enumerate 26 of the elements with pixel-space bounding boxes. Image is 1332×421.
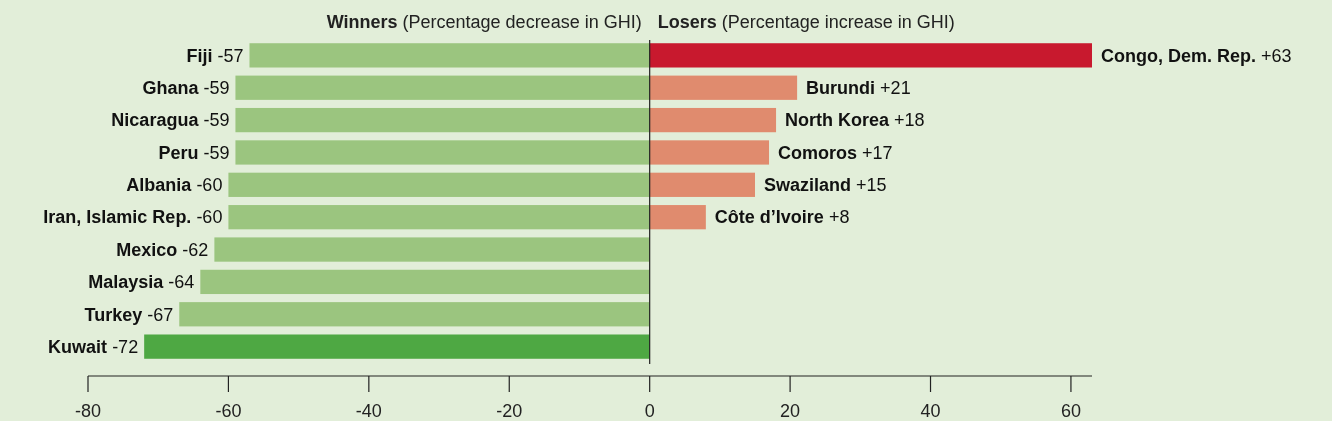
x-tick-label: -80 xyxy=(74,401,102,421)
data-label: Turkey -67 xyxy=(84,304,174,325)
data-label: Swaziland +15 xyxy=(763,175,887,196)
data-label: Iran, Islamic Rep. -60 xyxy=(43,207,223,228)
x-tick-label: 40 xyxy=(920,401,941,421)
series-label: Losers (Percentage increase in GHI) xyxy=(657,12,955,33)
data-label: Côte d’Ivoire +8 xyxy=(714,207,850,228)
data-label: Burundi +21 xyxy=(806,78,911,99)
data-label: Ghana -59 xyxy=(142,78,230,99)
x-tick-label: -20 xyxy=(496,401,523,421)
data-label: Mexico -62 xyxy=(116,239,209,260)
x-tick-label: 0 xyxy=(644,401,655,421)
x-tick-label: -60 xyxy=(215,401,242,421)
x-tick-label: 60 xyxy=(1060,401,1081,421)
data-label: North Korea +18 xyxy=(785,110,925,131)
data-label: Congo, Dem. Rep. +63 xyxy=(1101,45,1292,66)
series-label: Winners (Percentage decrease in GHI) xyxy=(326,12,642,33)
x-tick-label: 20 xyxy=(780,401,801,421)
data-label: Nicaragua -59 xyxy=(111,110,230,131)
data-label: Albania -60 xyxy=(126,175,223,196)
data-label: Fiji -57 xyxy=(186,45,244,66)
data-label: Malaysia -64 xyxy=(88,272,195,293)
data-label: Kuwait -72 xyxy=(48,336,139,357)
data-label: Comoros +17 xyxy=(778,142,893,163)
x-tick-label: -40 xyxy=(355,401,382,421)
data-label: Peru -59 xyxy=(158,142,230,163)
